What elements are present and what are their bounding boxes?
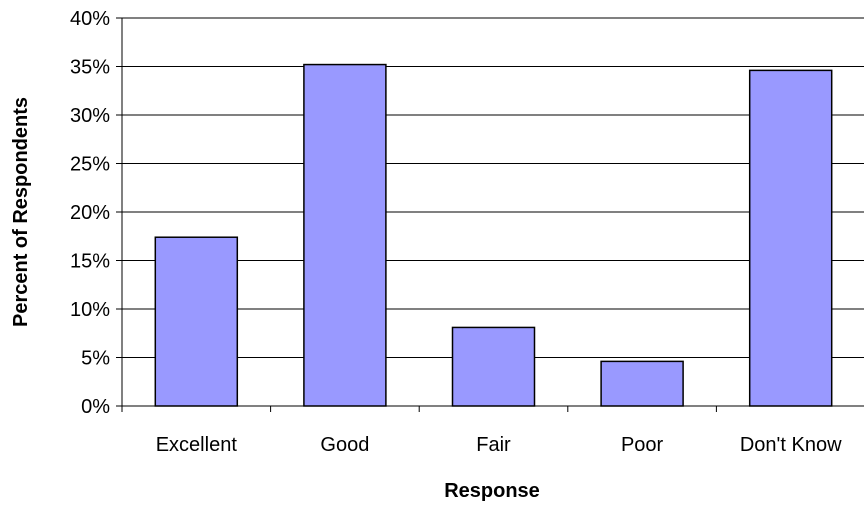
gridlines — [122, 17, 864, 358]
bar-poor — [600, 360, 684, 407]
bar-excellent — [154, 236, 239, 407]
axes — [116, 17, 864, 412]
y-tick-label: 0% — [81, 396, 110, 418]
x-axis-title: Response — [444, 480, 540, 502]
x-tick-label: Excellent — [156, 434, 238, 456]
y-tick-label: 30% — [70, 105, 110, 127]
y-tick-label: 5% — [81, 348, 110, 370]
x-tick-labels: Excellent Good Fair Poor Don't Know — [156, 434, 842, 456]
y-tick-label: 10% — [70, 299, 110, 321]
x-tick-label: Fair — [476, 434, 511, 456]
bar-fair — [451, 326, 536, 407]
bar-don-t-know — [748, 69, 833, 407]
x-tick-label: Don't Know — [740, 434, 842, 456]
y-tick-label: 25% — [70, 154, 110, 176]
bars — [154, 63, 833, 407]
y-axis-title: Percent of Respondents — [10, 97, 32, 327]
bar-good — [303, 63, 387, 407]
x-tick-label: Poor — [621, 434, 664, 456]
x-tick-label: Good — [320, 434, 369, 456]
y-tick-label: 35% — [70, 57, 110, 79]
y-tick-label: 15% — [70, 251, 110, 273]
y-tick-label: 40% — [70, 8, 110, 30]
y-tick-labels: 0% 5% 10% 15% 20% 25% 30% 35% 40% — [70, 8, 110, 418]
y-tick-label: 20% — [70, 202, 110, 224]
